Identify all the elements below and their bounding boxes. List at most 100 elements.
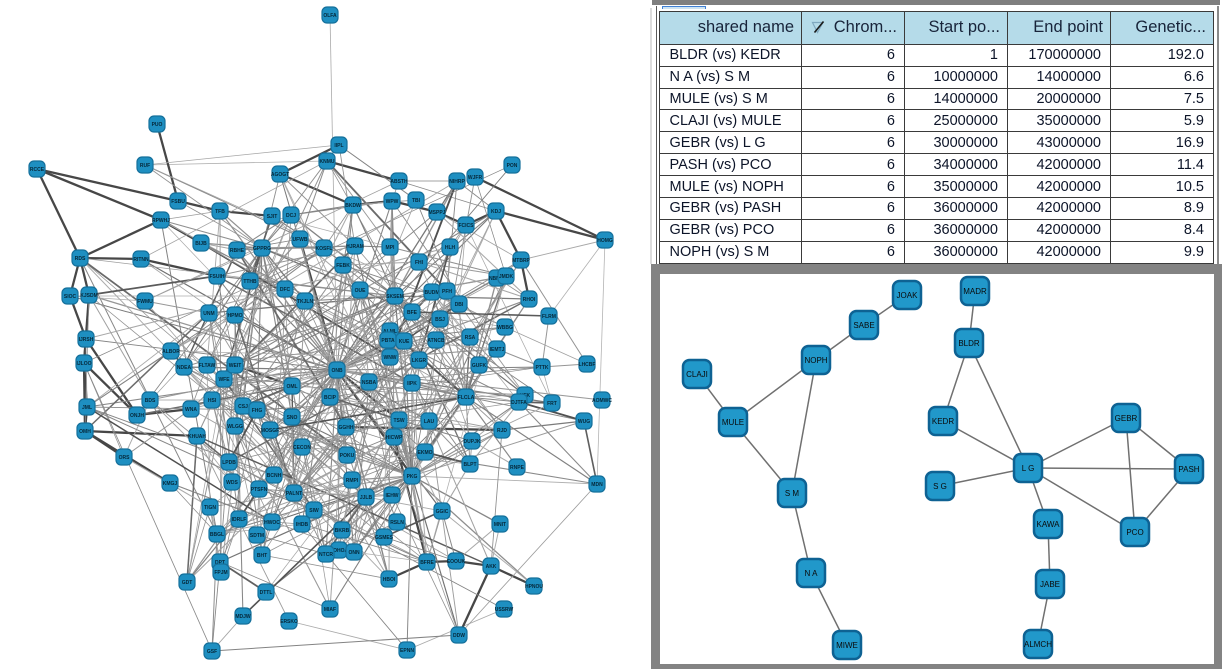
svg-text:S G: S G (933, 482, 947, 491)
svg-text:ERSKO: ERSKO (280, 619, 298, 625)
svg-text:CLAJI: CLAJI (686, 370, 708, 379)
svg-text:MULE: MULE (722, 418, 744, 427)
svg-text:DBI: DBI (455, 302, 464, 308)
svg-text:OMH: OMH (79, 429, 91, 435)
svg-text:NIHRP: NIHRP (449, 179, 465, 185)
svg-text:KNMU: KNMU (320, 159, 335, 165)
svg-text:MDN: MDN (591, 482, 603, 488)
svg-text:WNA: WNA (185, 407, 197, 413)
svg-text:AGOGT: AGOGT (271, 172, 289, 178)
svg-text:GGIC: GGIC (436, 509, 449, 515)
svg-text:GSF: GSF (207, 649, 217, 655)
svg-text:RDS: RDS (75, 256, 86, 262)
svg-text:PTTK: PTTK (535, 365, 548, 371)
svg-text:WNW: WNW (383, 355, 396, 361)
svg-text:FLRM: FLRM (542, 314, 556, 320)
svg-text:MIAF: MIAF (324, 607, 336, 613)
svg-text:BFRE: BFRE (420, 560, 434, 566)
svg-text:BLPT: BLPT (463, 462, 476, 468)
svg-text:ORS: ORS (119, 455, 131, 461)
svg-text:PFH: PFH (442, 289, 452, 295)
svg-text:AKK: AKK (486, 564, 497, 570)
svg-text:OUE: OUE (355, 288, 367, 294)
svg-text:IIPK: IIPK (407, 381, 417, 387)
svg-text:LAU: LAU (424, 419, 435, 425)
svg-text:BKRB: BKRB (335, 528, 350, 534)
svg-text:BIJB: BIJB (195, 241, 207, 247)
svg-text:BCIP: BCIP (324, 395, 337, 401)
svg-text:FEBK: FEBK (336, 263, 350, 269)
svg-text:FSBU: FSBU (171, 199, 185, 205)
svg-text:RITNN: RITNN (133, 257, 149, 263)
svg-text:FRT: FRT (547, 401, 557, 407)
svg-text:DCJ: DCJ (286, 213, 296, 219)
svg-text:DPT: DPT (215, 560, 225, 566)
svg-text:POKU: POKU (340, 453, 355, 459)
svg-text:N A: N A (805, 569, 819, 578)
svg-text:FCICS: FCICS (459, 223, 475, 229)
svg-text:EOOUK: EOOUK (447, 559, 466, 565)
svg-text:RHOI: RHOI (523, 297, 536, 303)
svg-text:FSUIH: FSUIH (210, 274, 225, 280)
svg-text:SIOC: SIOC (64, 294, 77, 300)
svg-text:FLCLA: FLCLA (458, 395, 475, 401)
svg-text:JML: JML (82, 405, 92, 411)
svg-text:MSPPJ: MSPPJ (429, 210, 446, 216)
svg-text:BSJ: BSJ (435, 317, 445, 323)
svg-text:NBMW: NBMW (489, 276, 505, 282)
svg-text:MTBRP: MTBRP (512, 258, 530, 264)
svg-text:HBOI: HBOI (383, 577, 396, 583)
svg-text:PON: PON (507, 163, 518, 169)
svg-text:RSA: RSA (465, 335, 476, 341)
svg-text:PKG: PKG (407, 474, 418, 480)
svg-text:WBBG: WBBG (497, 325, 513, 331)
svg-text:HPNOU: HPNOU (525, 584, 543, 590)
svg-text:NTCR: NTCR (319, 552, 333, 558)
svg-text:MNIT: MNIT (494, 522, 506, 528)
svg-text:HPMO: HPMO (228, 313, 243, 319)
svg-text:WJFR: WJFR (468, 175, 483, 181)
svg-text:LKGR: LKGR (412, 358, 427, 364)
svg-text:IIPL: IIPL (334, 143, 343, 149)
svg-text:FWMU: FWMU (137, 299, 153, 305)
svg-text:BLDR: BLDR (958, 339, 980, 348)
svg-text:FLTAW: FLTAW (199, 363, 216, 369)
svg-text:WLGG: WLGG (227, 424, 243, 430)
svg-text:HWOC: HWOC (264, 520, 280, 526)
svg-text:DTTL: DTTL (260, 590, 273, 596)
svg-text:MADR: MADR (963, 287, 987, 296)
svg-text:JOAK: JOAK (897, 291, 919, 300)
svg-text:ONN: ONN (348, 550, 360, 556)
svg-text:GGHH: GGHH (339, 425, 354, 431)
svg-text:DJTFA: DJTFA (511, 400, 527, 406)
svg-text:MOSGF: MOSGF (261, 428, 279, 434)
svg-text:SKSEM: SKSEM (386, 294, 404, 300)
svg-text:NDEA: NDEA (177, 365, 192, 371)
svg-text:BUDM: BUDM (425, 290, 440, 296)
svg-text:BCNH: BCNH (267, 473, 282, 479)
svg-text:PUO: PUO (152, 122, 163, 128)
svg-text:HICWP: HICWP (386, 435, 403, 441)
svg-text:ONB: ONB (331, 368, 343, 374)
svg-text:L G: L G (1022, 464, 1035, 473)
svg-text:POHOA: POHOA (330, 548, 349, 554)
svg-text:OLFA: OLFA (323, 13, 337, 19)
svg-text:NOPH: NOPH (804, 356, 827, 365)
svg-text:RNPE: RNPE (510, 465, 525, 471)
svg-text:MPI: MPI (386, 245, 396, 251)
svg-text:GPPRG: GPPRG (253, 246, 271, 252)
svg-text:FHG: FHG (252, 408, 263, 414)
svg-text:WUG: WUG (578, 419, 590, 425)
svg-text:UNM: UNM (203, 311, 214, 317)
svg-text:IEMTJ: IEMTJ (490, 347, 505, 353)
svg-text:HLH: HLH (445, 245, 456, 251)
svg-text:PTSFN: PTSFN (251, 487, 268, 493)
svg-text:TFB: TFB (215, 209, 225, 215)
svg-text:GSMES: GSMES (375, 535, 394, 541)
svg-text:TIGN: TIGN (204, 505, 216, 511)
svg-text:FPJM: FPJM (214, 570, 227, 576)
svg-text:UFWB: UFWB (293, 237, 308, 243)
svg-text:KOSFL: KOSFL (316, 246, 333, 252)
svg-text:RMPI: RMPI (346, 478, 359, 484)
svg-text:TKJLN: TKJLN (297, 299, 314, 305)
